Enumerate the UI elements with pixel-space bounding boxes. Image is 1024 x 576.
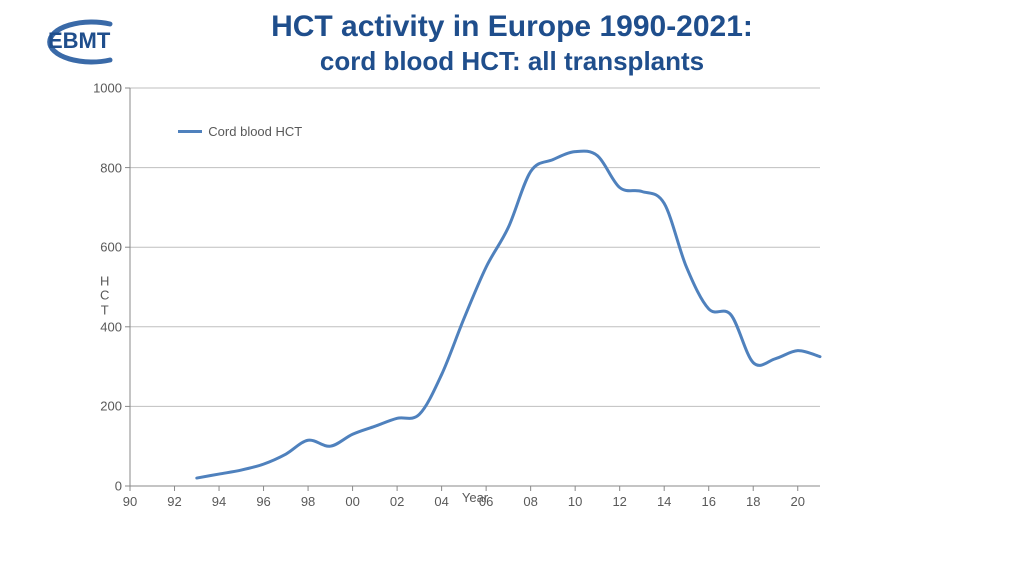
y-tick-label: 800 (100, 160, 122, 175)
x-tick-label: 98 (301, 494, 315, 509)
chart-container: HCT 020040060080010009092949698000204060… (130, 88, 820, 505)
x-axis-label: Year (130, 490, 820, 505)
x-tick-label: 96 (256, 494, 270, 509)
y-tick-label: 600 (100, 240, 122, 255)
y-tick-label: 0 (115, 479, 122, 494)
x-tick-label: 18 (746, 494, 760, 509)
chart-title: HCT activity in Europe 1990-2021: cord b… (0, 10, 1024, 77)
x-tick-label: 94 (212, 494, 226, 509)
x-tick-label: 90 (123, 494, 137, 509)
title-line-1: HCT activity in Europe 1990-2021: (0, 10, 1024, 44)
x-tick-label: 12 (612, 494, 626, 509)
legend: Cord blood HCT (178, 124, 302, 139)
legend-label: Cord blood HCT (208, 124, 302, 139)
x-tick-label: 10 (568, 494, 582, 509)
y-tick-label: 400 (100, 319, 122, 334)
legend-swatch (178, 130, 202, 133)
x-tick-label: 92 (167, 494, 181, 509)
y-tick-label: 200 (100, 399, 122, 414)
title-line-2: cord blood HCT: all transplants (0, 46, 1024, 77)
x-tick-label: 00 (345, 494, 359, 509)
x-tick-label: 06 (479, 494, 493, 509)
line-chart: 0200400600800100090929496980002040608101… (130, 88, 820, 486)
x-tick-label: 04 (434, 494, 448, 509)
x-tick-label: 02 (390, 494, 404, 509)
x-tick-label: 14 (657, 494, 671, 509)
x-tick-label: 08 (523, 494, 537, 509)
y-axis-label: HCT (100, 274, 109, 319)
x-tick-label: 20 (791, 494, 805, 509)
x-tick-label: 16 (701, 494, 715, 509)
y-tick-label: 1000 (93, 81, 122, 96)
